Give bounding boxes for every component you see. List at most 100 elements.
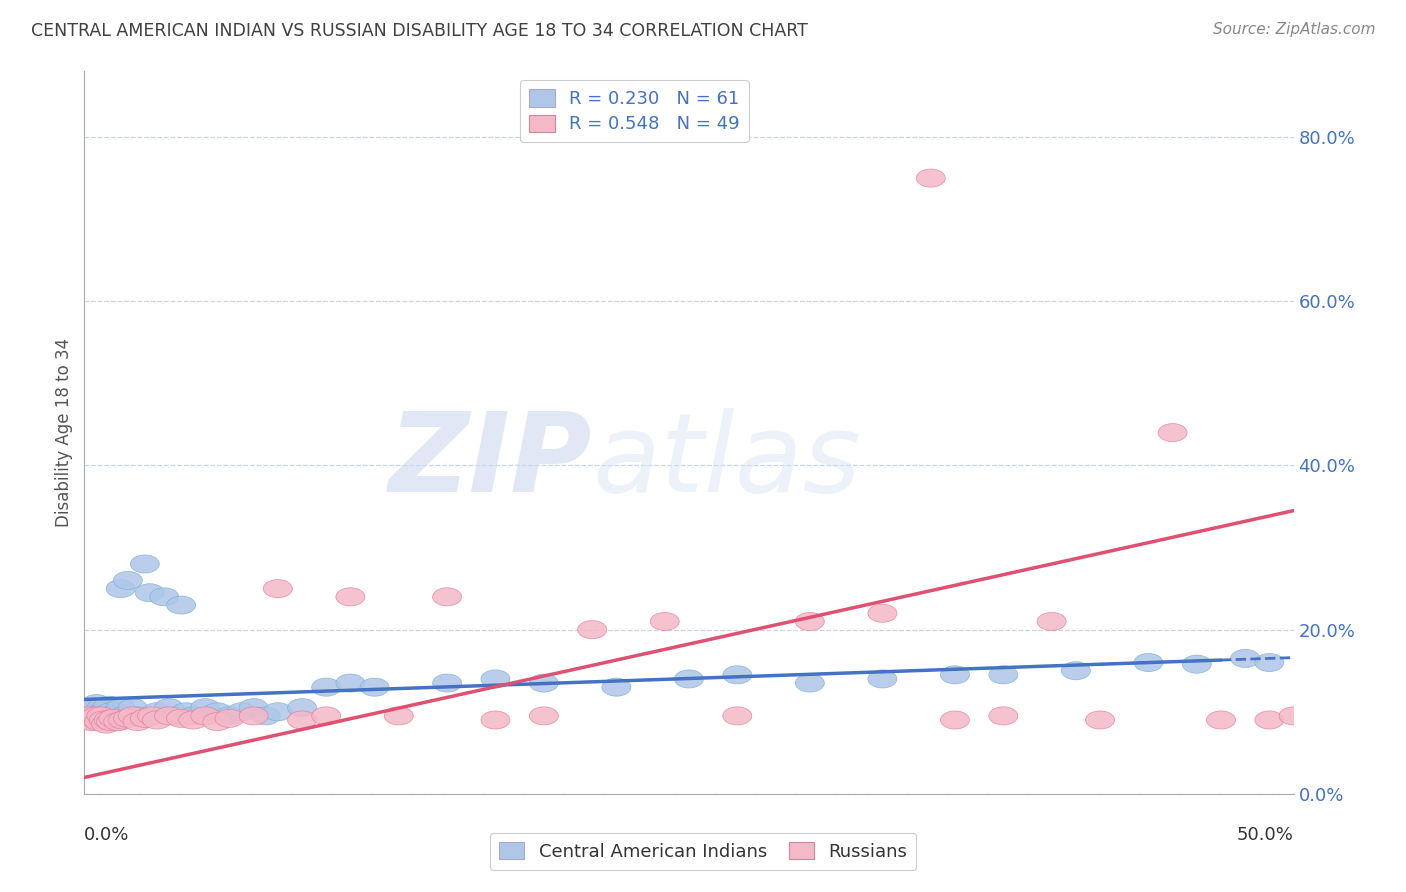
Ellipse shape: [87, 698, 115, 716]
Ellipse shape: [94, 711, 124, 729]
Ellipse shape: [650, 613, 679, 631]
Ellipse shape: [796, 674, 824, 692]
Ellipse shape: [82, 695, 111, 713]
Ellipse shape: [312, 678, 340, 696]
Ellipse shape: [135, 583, 165, 602]
Ellipse shape: [84, 703, 114, 721]
Ellipse shape: [104, 713, 132, 731]
Ellipse shape: [529, 706, 558, 725]
Ellipse shape: [142, 711, 172, 729]
Text: atlas: atlas: [592, 408, 860, 515]
Ellipse shape: [215, 709, 245, 727]
Ellipse shape: [89, 703, 118, 721]
Ellipse shape: [988, 665, 1018, 684]
Ellipse shape: [529, 674, 558, 692]
Ellipse shape: [287, 698, 316, 716]
Ellipse shape: [82, 709, 111, 727]
Ellipse shape: [80, 705, 108, 723]
Text: CENTRAL AMERICAN INDIAN VS RUSSIAN DISABILITY AGE 18 TO 34 CORRELATION CHART: CENTRAL AMERICAN INDIAN VS RUSSIAN DISAB…: [31, 22, 808, 40]
Ellipse shape: [796, 613, 824, 631]
Ellipse shape: [1038, 613, 1066, 631]
Ellipse shape: [108, 706, 138, 725]
Ellipse shape: [89, 711, 118, 729]
Ellipse shape: [1206, 711, 1236, 729]
Ellipse shape: [89, 711, 118, 729]
Ellipse shape: [263, 580, 292, 598]
Ellipse shape: [239, 698, 269, 716]
Ellipse shape: [481, 670, 510, 688]
Ellipse shape: [87, 706, 115, 725]
Ellipse shape: [91, 706, 121, 725]
Ellipse shape: [1182, 655, 1212, 673]
Ellipse shape: [941, 665, 970, 684]
Text: ZIP: ZIP: [388, 408, 592, 515]
Ellipse shape: [75, 706, 104, 725]
Ellipse shape: [77, 713, 105, 731]
Ellipse shape: [149, 588, 179, 606]
Ellipse shape: [72, 703, 101, 721]
Text: 50.0%: 50.0%: [1237, 826, 1294, 845]
Ellipse shape: [77, 711, 105, 729]
Ellipse shape: [312, 706, 340, 725]
Ellipse shape: [179, 706, 208, 725]
Ellipse shape: [87, 705, 115, 723]
Ellipse shape: [75, 706, 104, 725]
Ellipse shape: [287, 711, 316, 729]
Ellipse shape: [868, 670, 897, 688]
Legend: Central American Indians, Russians: Central American Indians, Russians: [489, 833, 917, 870]
Ellipse shape: [118, 698, 148, 716]
Ellipse shape: [108, 711, 138, 729]
Ellipse shape: [1230, 649, 1260, 667]
Ellipse shape: [239, 706, 269, 725]
Ellipse shape: [91, 715, 121, 733]
Ellipse shape: [191, 706, 219, 725]
Ellipse shape: [84, 706, 114, 725]
Text: 0.0%: 0.0%: [84, 826, 129, 845]
Ellipse shape: [101, 706, 131, 725]
Ellipse shape: [105, 698, 135, 716]
Ellipse shape: [155, 698, 184, 716]
Ellipse shape: [675, 670, 703, 688]
Ellipse shape: [191, 698, 219, 716]
Ellipse shape: [988, 706, 1018, 725]
Ellipse shape: [118, 706, 148, 725]
Ellipse shape: [166, 596, 195, 614]
Ellipse shape: [94, 706, 124, 725]
Ellipse shape: [202, 713, 232, 731]
Ellipse shape: [202, 703, 232, 721]
Ellipse shape: [1159, 424, 1187, 442]
Ellipse shape: [215, 706, 245, 725]
Ellipse shape: [1062, 662, 1091, 680]
Ellipse shape: [578, 621, 607, 639]
Ellipse shape: [84, 713, 114, 731]
Ellipse shape: [723, 665, 752, 684]
Ellipse shape: [155, 706, 184, 725]
Ellipse shape: [360, 678, 389, 696]
Ellipse shape: [481, 711, 510, 729]
Ellipse shape: [868, 604, 897, 623]
Ellipse shape: [105, 580, 135, 598]
Ellipse shape: [226, 703, 256, 721]
Ellipse shape: [384, 706, 413, 725]
Ellipse shape: [941, 711, 970, 729]
Text: Source: ZipAtlas.com: Source: ZipAtlas.com: [1212, 22, 1375, 37]
Ellipse shape: [179, 711, 208, 729]
Ellipse shape: [94, 696, 124, 714]
Ellipse shape: [433, 588, 461, 606]
Ellipse shape: [114, 572, 142, 590]
Ellipse shape: [723, 706, 752, 725]
Ellipse shape: [1254, 711, 1284, 729]
Ellipse shape: [1085, 711, 1115, 729]
Ellipse shape: [166, 709, 195, 727]
Ellipse shape: [138, 706, 166, 725]
Ellipse shape: [263, 703, 292, 721]
Ellipse shape: [172, 703, 201, 721]
Legend: R = 0.230   N = 61, R = 0.548   N = 49: R = 0.230 N = 61, R = 0.548 N = 49: [520, 80, 749, 143]
Ellipse shape: [252, 706, 280, 725]
Ellipse shape: [336, 588, 366, 606]
Ellipse shape: [162, 706, 191, 725]
Y-axis label: Disability Age 18 to 34: Disability Age 18 to 34: [55, 338, 73, 527]
Ellipse shape: [98, 709, 128, 727]
Ellipse shape: [72, 711, 101, 729]
Ellipse shape: [336, 674, 366, 692]
